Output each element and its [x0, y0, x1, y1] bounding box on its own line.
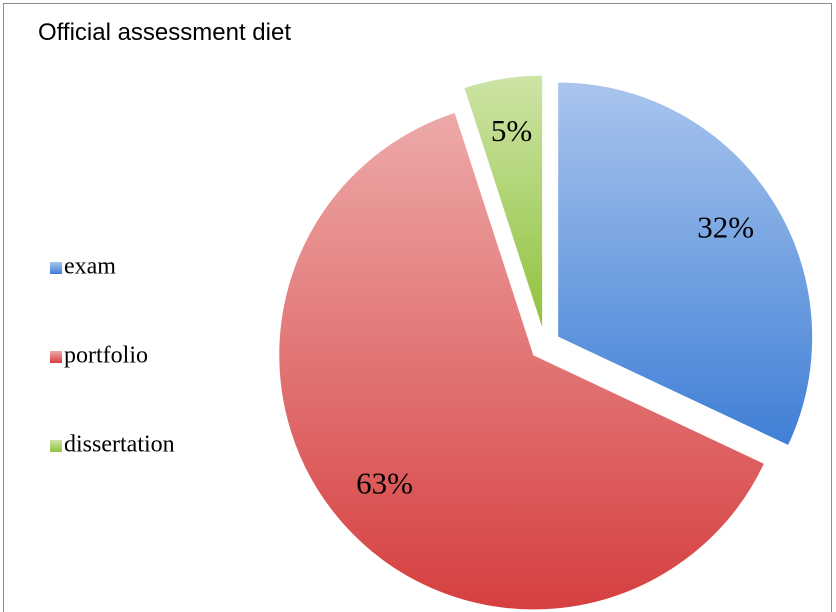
value-label: 32%	[697, 209, 754, 244]
legend-label: exam	[64, 254, 116, 280]
legend-swatch	[50, 262, 62, 274]
value-label: 5%	[491, 113, 532, 148]
value-label: 63%	[356, 466, 413, 501]
pie-slice	[557, 81, 814, 447]
chart-title: Official assessment diet	[38, 19, 291, 46]
legend-label: portfolio	[64, 343, 148, 369]
legend-swatch	[50, 351, 62, 363]
pie-slice	[463, 74, 544, 331]
pie-slice	[278, 111, 766, 611]
legend-label: dissertation	[64, 432, 175, 458]
legend-swatch	[50, 440, 62, 452]
